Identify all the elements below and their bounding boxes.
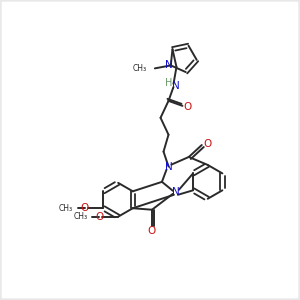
Text: CH₃: CH₃ <box>58 204 73 213</box>
Text: CH₃: CH₃ <box>133 64 147 73</box>
Text: O: O <box>148 226 156 236</box>
Text: N: N <box>172 81 179 91</box>
Text: N: N <box>165 162 172 172</box>
Text: H: H <box>165 78 172 88</box>
Text: N: N <box>172 187 180 197</box>
Text: O: O <box>183 102 191 112</box>
Text: O: O <box>204 139 212 149</box>
Text: O: O <box>80 203 89 213</box>
Text: CH₃: CH₃ <box>73 212 87 221</box>
FancyBboxPatch shape <box>2 2 298 298</box>
Text: N: N <box>165 60 173 70</box>
Text: O: O <box>95 212 103 222</box>
